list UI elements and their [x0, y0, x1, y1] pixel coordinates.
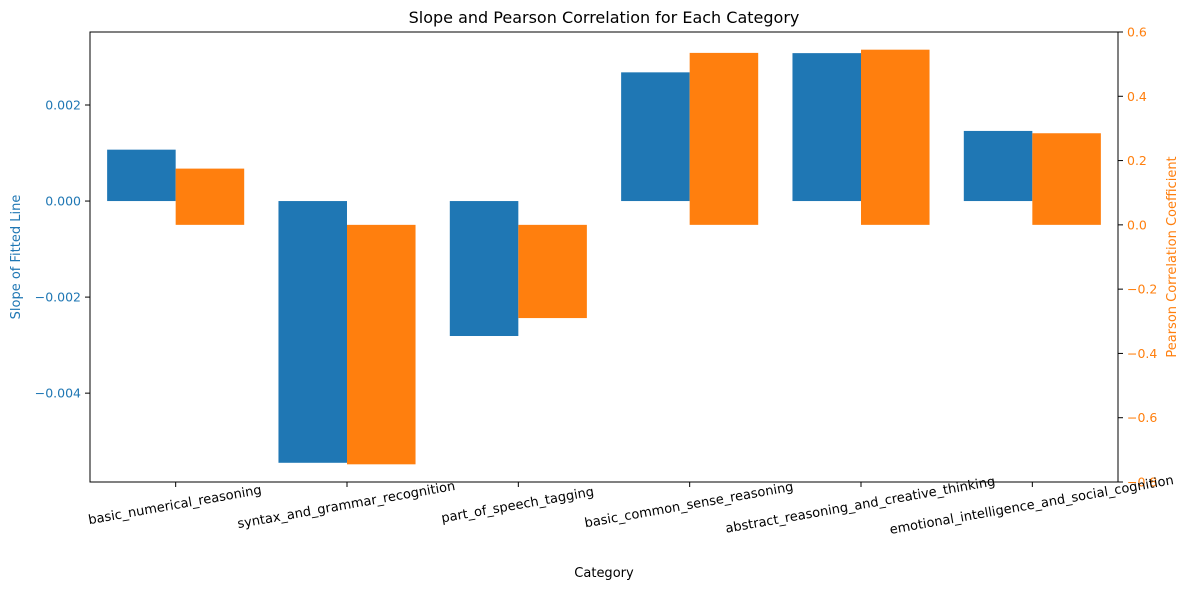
x-axis: basic_numerical_reasoningsyntax_and_gram…: [87, 473, 1175, 538]
bar: [621, 72, 690, 202]
left-tick-label: 0.002: [45, 97, 81, 112]
bar: [347, 224, 416, 465]
bar: [689, 52, 759, 225]
chart-title: Slope and Pearson Correlation for Each C…: [409, 8, 800, 27]
x-axis-label: Category: [574, 566, 634, 581]
right-axis: 0.6 0.4 0.2 0.0 −0.2 −0.4 −0.6 −0.8: [1118, 25, 1157, 490]
left-tick-label: −0.004: [35, 386, 81, 401]
bar: [963, 130, 1033, 202]
left-axis: 0.002 0.000 −0.002 −0.004: [35, 97, 90, 401]
right-tick-label: −0.6: [1127, 410, 1157, 425]
plot-frame: [89, 31, 1119, 483]
right-tick-label: −0.4: [1127, 346, 1157, 361]
bars: [107, 49, 1101, 465]
bar: [175, 168, 245, 225]
bar: [792, 53, 861, 202]
left-axis-label: Slope of Fitted Line: [9, 195, 24, 320]
bar: [518, 224, 587, 319]
bar: [278, 201, 347, 463]
right-tick-label: −0.8: [1127, 475, 1157, 490]
right-tick-label: 0.0: [1127, 217, 1147, 232]
right-tick-label: 0.4: [1127, 89, 1147, 104]
x-tick-label: emotional_intelligence_and_social_cognit…: [889, 473, 1175, 538]
left-tick-label: 0.000: [45, 194, 81, 209]
left-tick-label: −0.002: [35, 290, 81, 305]
bar: [449, 201, 519, 337]
right-axis-label: Pearson Correlation Coefficient: [1165, 156, 1180, 357]
bar: [107, 149, 176, 202]
right-tick-label: −0.2: [1127, 282, 1157, 297]
x-tick-label: syntax_and_grammar_recognition: [236, 479, 456, 532]
bar: [861, 49, 930, 225]
right-tick-label: 0.6: [1127, 25, 1147, 40]
right-tick-label: 0.2: [1127, 153, 1147, 168]
x-tick-label: part_of_speech_tagging: [440, 485, 595, 527]
bar: [1032, 133, 1101, 225]
